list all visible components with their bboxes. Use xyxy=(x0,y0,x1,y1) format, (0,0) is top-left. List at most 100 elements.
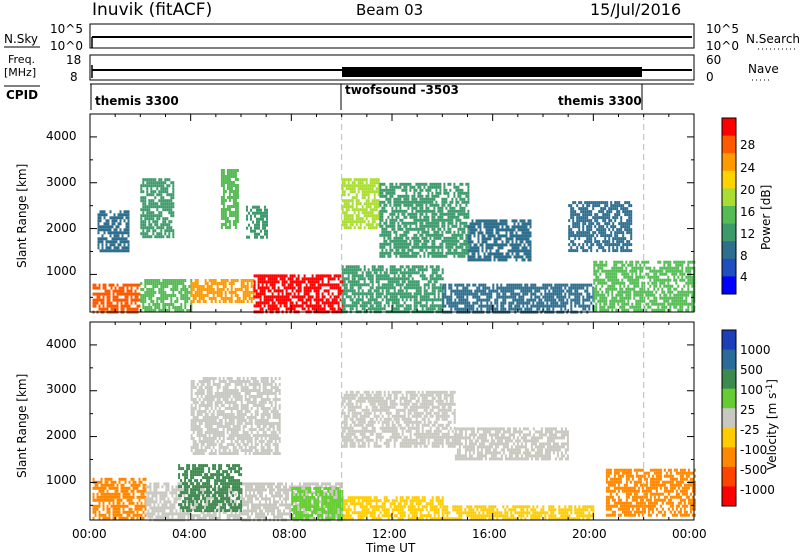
beam-title: Beam 03 xyxy=(356,1,423,19)
power-colorbar-swatch xyxy=(722,153,736,172)
velocity-cbar-tick-1: 500 xyxy=(740,363,763,377)
power-colorbar-frame xyxy=(721,117,737,295)
power-ytick-2000: 2000 xyxy=(46,221,77,235)
velocity-colorbar-swatch xyxy=(722,466,736,487)
power-region-9 xyxy=(220,169,239,229)
velocity-colorbar-swatch xyxy=(722,388,736,409)
velocity-colorbar-swatch xyxy=(722,447,736,468)
velocity-region-10 xyxy=(178,464,243,513)
power-region-6 xyxy=(593,260,696,312)
power-cbar-tick-4: 12 xyxy=(740,227,755,241)
velocity-ytick-1000: 1000 xyxy=(46,473,77,487)
velocity-ytick-2000: 2000 xyxy=(46,428,77,442)
power-ytick-1000: 1000 xyxy=(46,264,77,278)
power-colorbar-swatch xyxy=(722,276,736,295)
velocity-ylabel: Slant Range [km] xyxy=(15,374,29,478)
velocity-region-1 xyxy=(145,482,192,522)
cpid-segment-3: themis 3300 xyxy=(558,94,642,108)
velocity-cbar-tick-4: -25 xyxy=(740,423,760,437)
power-colorbar-swatch xyxy=(722,258,736,277)
power-colorbar: 28 24 20 16 12 8 4 Power [dB] xyxy=(721,117,773,295)
velocity-ytick-3000: 3000 xyxy=(46,382,77,396)
velocity-colorbar-swatch xyxy=(722,369,736,390)
velocity-region-6 xyxy=(605,468,696,517)
nsky-tick-bottom: 10^0 xyxy=(50,39,83,53)
power-cbar-tick-5: 8 xyxy=(740,249,748,263)
velocity-frame xyxy=(89,321,695,521)
velocity-colorbar: 1000 500 100 25 -25 -100 -500 -1000 Velo… xyxy=(721,329,779,507)
velocity-cbar-tick-7: -1000 xyxy=(740,483,775,497)
time-axis: 00:00 04:00 08:00 12:00 16:00 20:00 00:0… xyxy=(72,527,707,554)
velocity-region-8 xyxy=(341,390,456,448)
freq-label-line1: Freq. xyxy=(8,53,35,66)
power-colorbar-swatch xyxy=(722,241,736,260)
time-tick-6: 00:00 xyxy=(672,527,707,541)
velocity-cbar-tick-0: 1000 xyxy=(740,343,771,357)
power-region-2 xyxy=(190,279,255,303)
velocity-region-11 xyxy=(291,487,344,520)
power-ytick-3000: 3000 xyxy=(46,175,77,189)
power-colorbar-swatch xyxy=(722,206,736,225)
power-ylabel: Slant Range [km] xyxy=(15,164,29,268)
power-cbar-tick-6: 4 xyxy=(740,270,748,284)
velocity-cbar-tick-2: 100 xyxy=(740,383,763,397)
time-tick-2: 08:00 xyxy=(272,527,307,541)
time-tick-0: 00:00 xyxy=(72,527,107,541)
freq-label-line2: [MHz] xyxy=(4,66,36,79)
power-panel: Slant Range [km] 1000 2000 3000 4000 xyxy=(15,113,696,314)
nave-label: Nave xyxy=(748,62,779,76)
power-cbar-label: Power [dB] xyxy=(759,185,773,250)
nsearch-tick-bottom: 10^0 xyxy=(706,39,739,53)
cpid-segment-1: themis 3300 xyxy=(95,94,179,108)
velocity-region-7 xyxy=(190,377,281,455)
power-region-12 xyxy=(379,182,470,258)
power-region-8 xyxy=(140,178,175,239)
power-colorbar-swatch xyxy=(722,135,736,154)
power-region-10 xyxy=(246,205,268,239)
velocity-cbar-tick-6: -500 xyxy=(740,463,767,477)
velocity-region-9 xyxy=(454,427,569,461)
power-colorbar-swatch xyxy=(722,188,736,207)
power-cbar-tick-3: 16 xyxy=(740,205,755,219)
power-cbar-tick-1: 24 xyxy=(740,161,755,175)
station-title: Inuvik (fitACF) xyxy=(92,0,212,20)
freq-tick-bottom: 8 xyxy=(70,70,78,84)
velocity-ytick-4000: 4000 xyxy=(46,337,77,351)
velocity-panel: Slant Range [km] 1000 2000 3000 4000 xyxy=(15,321,696,522)
velocity-colorbar-swatch xyxy=(722,408,736,429)
nsearch-label: N.Search xyxy=(746,32,800,46)
time-tick-5: 20:00 xyxy=(572,527,607,541)
power-ytick-4000: 4000 xyxy=(46,129,77,143)
nave-tick-top: 60 xyxy=(706,53,721,67)
nsky-tick-top: 10^5 xyxy=(50,22,83,36)
nave-tick-bottom: 0 xyxy=(706,70,714,84)
power-region-7 xyxy=(97,210,130,253)
power-cbar-tick-2: 20 xyxy=(740,183,755,197)
power-frame xyxy=(89,113,695,313)
velocity-cbar-tick-5: -100 xyxy=(740,443,767,457)
time-tick-4: 16:00 xyxy=(472,527,507,541)
date-title: 15/Jul/2016 xyxy=(590,0,681,19)
power-colorbar-swatch xyxy=(722,223,736,242)
nsky-label: N.Sky xyxy=(4,32,38,46)
nsearch-tick-top: 10^5 xyxy=(706,22,739,36)
velocity-colorbar-swatch xyxy=(722,486,736,507)
time-axis-label: Time UT xyxy=(365,541,416,554)
velocity-cbar-label: Velocity [m s-1] xyxy=(765,379,779,470)
freq-tick-top: 18 xyxy=(66,53,81,67)
power-colorbar-swatch xyxy=(722,170,736,189)
velocity-colorbar-swatch xyxy=(722,349,736,370)
power-region-14 xyxy=(568,201,633,253)
velocity-colorbar-swatch xyxy=(722,427,736,448)
time-tick-3: 12:00 xyxy=(372,527,407,541)
velocity-colorbar-frame xyxy=(721,329,737,507)
power-colorbar-swatch xyxy=(722,118,736,137)
power-region-11 xyxy=(341,178,380,230)
power-region-3 xyxy=(253,274,344,314)
velocity-region-5 xyxy=(442,505,595,521)
power-cbar-tick-0: 28 xyxy=(740,138,755,152)
cpid-segment-2: twofsound -3503 xyxy=(345,83,459,97)
power-region-13 xyxy=(467,219,532,262)
velocity-cbar-tick-3: 25 xyxy=(740,403,755,417)
